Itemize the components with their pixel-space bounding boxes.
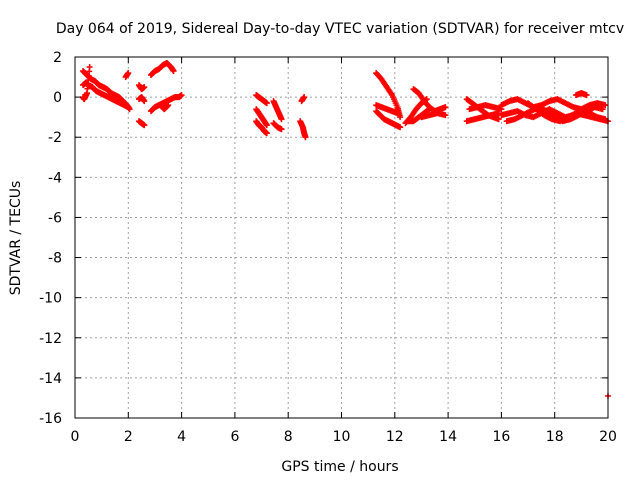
- y-tick-label: 0: [53, 90, 62, 106]
- y-axis-label: SDTVAR / TECUs: [8, 181, 24, 296]
- data-points: [79, 60, 611, 399]
- x-tick-label: 10: [333, 429, 351, 445]
- data-point: [397, 114, 404, 121]
- x-tick-label: 4: [177, 429, 186, 445]
- y-tick-label: -16: [39, 411, 62, 427]
- y-tick-label: -8: [48, 251, 62, 267]
- data-point: [602, 102, 609, 109]
- data-point: [178, 92, 185, 99]
- y-tick-label: -10: [39, 291, 62, 307]
- x-tick-label: 18: [546, 429, 564, 445]
- x-tick-label: 14: [439, 429, 457, 445]
- data-point: [394, 110, 401, 117]
- chart-title: Day 064 of 2019, Sidereal Day-to-day VTE…: [56, 21, 624, 37]
- data-point: [278, 126, 285, 133]
- x-tick-label: 0: [71, 429, 80, 445]
- grid-lines: [75, 57, 608, 418]
- data-point: [263, 130, 270, 137]
- data-point: [125, 104, 132, 111]
- data-point: [302, 134, 309, 141]
- x-tick-label: 12: [386, 429, 404, 445]
- data-point: [583, 92, 590, 99]
- x-tick-label: 16: [492, 429, 510, 445]
- data-point: [442, 112, 449, 119]
- data-point: [263, 100, 270, 107]
- x-tick-label: 8: [284, 429, 293, 445]
- y-tick-label: -12: [39, 331, 62, 347]
- data-point: [397, 124, 404, 131]
- data-point: [170, 68, 177, 75]
- y-tick-label: 2: [53, 50, 62, 66]
- y-tick-label: -4: [48, 170, 62, 186]
- data-point: [495, 116, 502, 123]
- data-point: [86, 64, 93, 71]
- x-tick-label: 6: [230, 429, 239, 445]
- x-axis-label: GPS time / hours: [281, 459, 398, 475]
- data-point: [141, 84, 148, 91]
- data-point: [141, 122, 148, 129]
- y-tick-label: -2: [48, 130, 62, 146]
- data-point: [301, 94, 308, 101]
- data-point: [263, 122, 270, 129]
- y-tick-label: -6: [48, 210, 62, 226]
- data-point: [442, 104, 449, 111]
- data-point: [125, 70, 132, 77]
- data-point: [141, 98, 148, 105]
- y-tick-label: -14: [39, 371, 62, 387]
- data-point: [165, 102, 172, 109]
- x-tick-label: 2: [124, 429, 133, 445]
- x-tick-label: 20: [599, 429, 617, 445]
- data-point: [599, 106, 606, 113]
- data-point: [278, 116, 285, 123]
